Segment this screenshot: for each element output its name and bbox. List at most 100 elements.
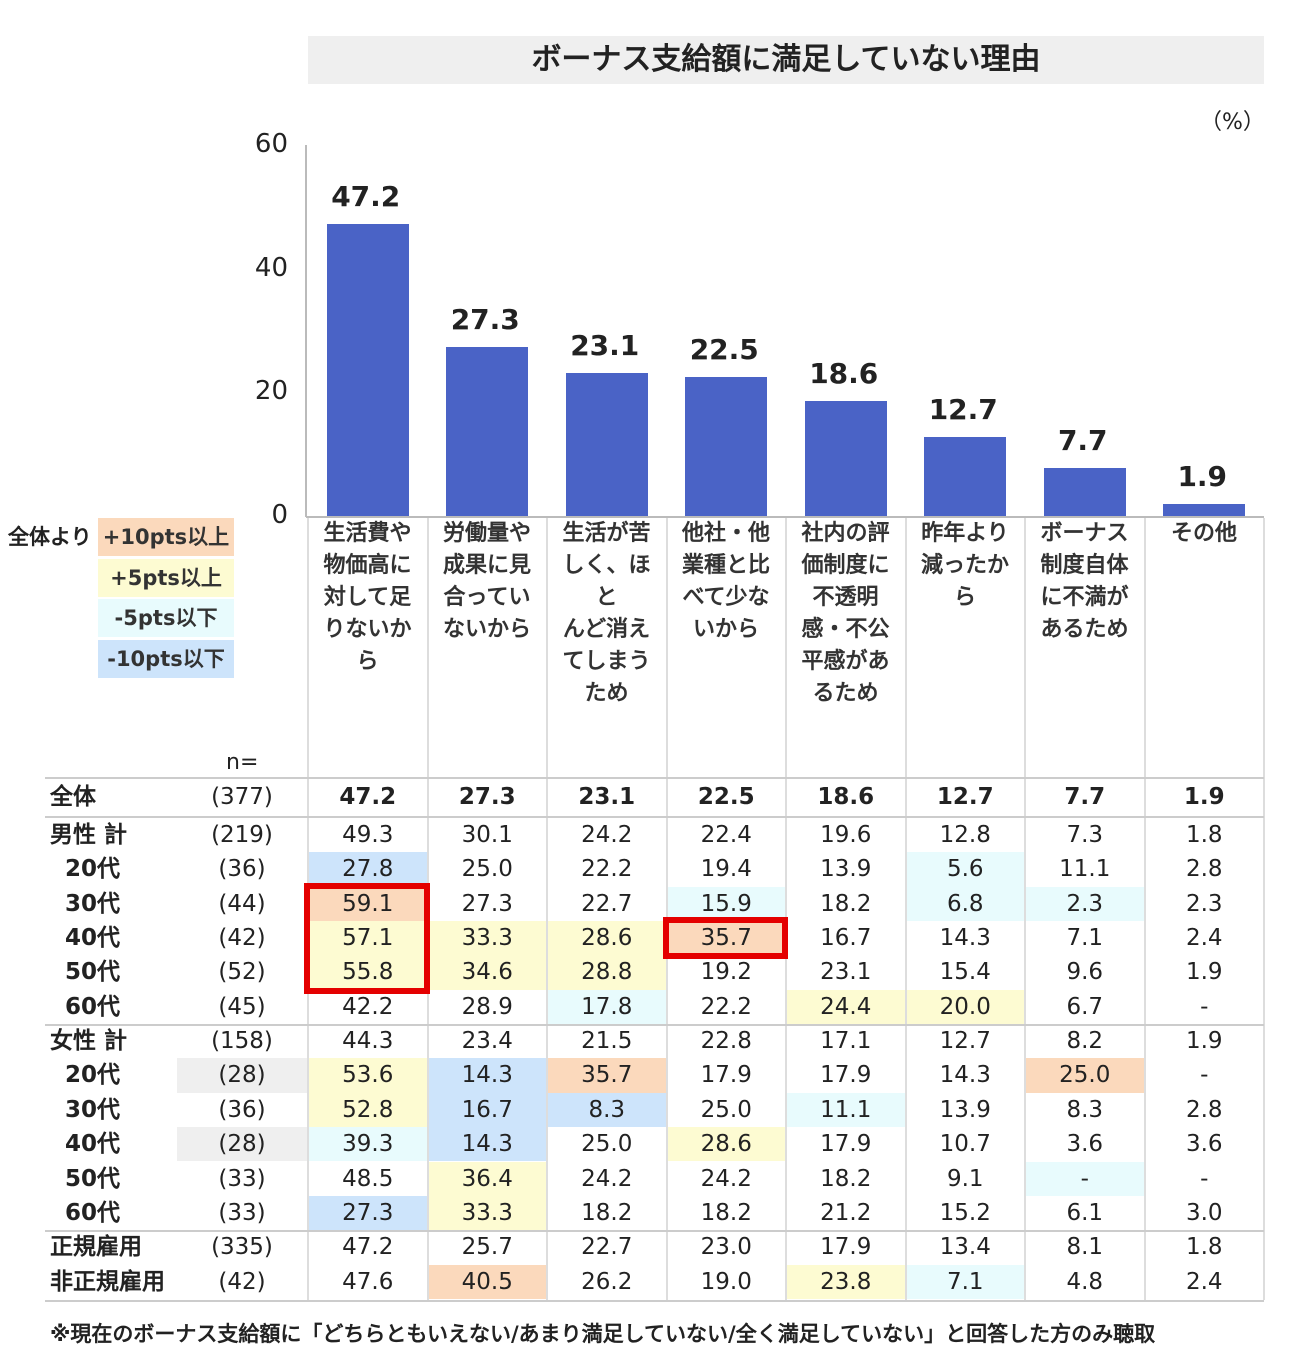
row-n: (36) <box>218 1096 266 1123</box>
table-cell: 9.1 <box>946 1165 984 1192</box>
category-label-line: んど消え <box>562 617 651 642</box>
table-cell: 19.2 <box>700 959 752 986</box>
table-cell: 14.3 <box>428 1058 546 1093</box>
table-cell: 47.6 <box>342 1268 394 1295</box>
table-cell: 2.8 <box>1185 856 1223 883</box>
bar-value-label: 23.1 <box>570 329 640 363</box>
table-cell: 17.8 <box>548 989 666 1025</box>
table-cell: 14.3 <box>939 1062 991 1089</box>
row-n: (36) <box>218 856 266 883</box>
row-n: (28) <box>177 1127 307 1162</box>
category-label-line: しく、ほと <box>562 553 651 610</box>
row-n: (158) <box>211 1028 273 1055</box>
table-cell: 20.0 <box>906 989 1024 1025</box>
table-cell: 28.6 <box>548 921 666 956</box>
table-cell: 59.1 <box>309 886 427 921</box>
table-cell: 24.2 <box>581 1165 633 1192</box>
category-label: 昨年より 減ったから <box>906 518 1025 614</box>
table-cell: 3.6 <box>1185 1131 1223 1158</box>
table-cell: 11.1 <box>1059 856 1111 883</box>
table-cell: 18.2 <box>820 890 872 917</box>
table-cell: 47.2 <box>342 1234 394 1261</box>
table-cell: 17.9 <box>820 1062 872 1089</box>
legend-item: +10pts以上 <box>98 518 234 556</box>
table-row: 40代 (28) 39.3 14.3 25.0 28.6 17.9 10.7 3.6 3.6 <box>45 1127 1264 1162</box>
table-row: 非正規雇用 (42) 47.6 40.5 26.2 19.0 23.8 7.1 4.8 2.4 <box>45 1264 1264 1299</box>
table-row: 女性 計 (158) 44.3 23.4 21.5 22.8 17.1 12.7 8.2 1.9 <box>45 1024 1264 1058</box>
table-cell: 14.3 <box>939 925 991 952</box>
bar-value-label: 18.6 <box>809 356 879 390</box>
table-cell: 23.1 <box>820 959 872 986</box>
n-header: n= <box>226 750 259 775</box>
table-cell: 15.9 <box>667 886 785 921</box>
table-cell: 53.6 <box>309 1058 427 1093</box>
table-cell: 21.5 <box>581 1028 633 1055</box>
table-cell: 19.0 <box>700 1268 752 1295</box>
category-label-line: 不透明 <box>812 585 879 610</box>
table-cell: 18.2 <box>700 1199 752 1226</box>
table-cell: 17.9 <box>820 1234 872 1261</box>
group-divider <box>45 1300 1264 1302</box>
table-cell: 2.3 <box>1026 886 1144 921</box>
table-cell: 40.5 <box>428 1264 546 1299</box>
row-label: 正規雇用 <box>50 1234 142 1261</box>
category-label: その他 <box>1145 518 1264 550</box>
row-n: (42) <box>218 925 266 952</box>
category-label-line: 労働量や <box>442 521 531 546</box>
group-divider <box>45 1230 1264 1232</box>
table-cell: 16.7 <box>820 925 872 952</box>
table-cell: 8.1 <box>1066 1234 1104 1261</box>
table-cell: 35.7 <box>667 921 785 956</box>
table-cell: 28.9 <box>461 993 513 1020</box>
table-cell: 5.6 <box>906 852 1024 887</box>
table-cell: 24.2 <box>700 1165 752 1192</box>
legend-prefix: 全体より <box>8 525 92 549</box>
category-label: 社内の評 価制度に 不透明 感・不公 平感があ るため <box>786 518 905 710</box>
row-label: 20代 <box>65 1062 121 1089</box>
y-axis <box>305 145 307 517</box>
table-cell: 48.5 <box>342 1165 394 1192</box>
bar <box>1043 468 1126 516</box>
category-label-line: ボーナス <box>1040 521 1129 546</box>
category-label-line: ため <box>584 681 629 706</box>
bar-value-label: 1.9 <box>1177 460 1228 494</box>
row-label: 20代 <box>65 856 121 883</box>
bar <box>1163 504 1246 516</box>
table-cell: 27.3 <box>309 1195 427 1231</box>
table-top-line <box>45 777 1264 779</box>
table-cell: 17.9 <box>820 1131 872 1158</box>
bar <box>685 376 768 516</box>
category-label: ボーナス 制度自体 に不満が あるため <box>1025 518 1144 646</box>
unit-label: （%） <box>1200 110 1265 135</box>
table-cell: 22.7 <box>581 890 633 917</box>
table-cell: - <box>1200 993 1209 1020</box>
table-cell: 7.7 <box>1064 784 1106 810</box>
row-label: 非正規雇用 <box>50 1268 165 1295</box>
table-cell: 8.2 <box>1066 1028 1104 1055</box>
row-label: 50代 <box>65 1165 121 1192</box>
row-n: (28) <box>177 1058 307 1093</box>
row-n: (42) <box>218 1268 266 1295</box>
table-cell: 28.6 <box>667 1127 785 1162</box>
table-row: 正規雇用 (335) 47.2 25.7 22.7 23.0 17.9 13.4 8.1 1.8 <box>45 1230 1264 1264</box>
category-label-line: 価制度に <box>801 553 890 578</box>
category-label-line: その他 <box>1170 521 1237 546</box>
category-label-line: りないか <box>323 617 412 642</box>
table-cell: 39.3 <box>309 1127 427 1162</box>
table-cell: 25.0 <box>581 1131 633 1158</box>
category-label-line: いから <box>692 617 759 642</box>
table-cell: 24.4 <box>787 989 905 1025</box>
row-label: 40代 <box>65 925 121 952</box>
table-cell: 23.8 <box>787 1264 905 1299</box>
row-label: 60代 <box>65 993 121 1020</box>
table-cell: 9.6 <box>1066 959 1104 986</box>
table-row: 全体 (377) 47.2 27.3 23.1 22.5 18.6 12.7 7.7 1.9 <box>45 780 1264 816</box>
table-cell: 14.3 <box>428 1127 546 1162</box>
table-cell: 22.2 <box>581 856 633 883</box>
bar-value-label: 27.3 <box>450 303 520 337</box>
bar <box>446 347 529 516</box>
category-label-line: 昨年より <box>921 521 1009 546</box>
table-cell: 1.8 <box>1185 822 1223 848</box>
table-cell: 17.9 <box>700 1062 752 1089</box>
category-label-line: 平感があ <box>801 649 890 674</box>
